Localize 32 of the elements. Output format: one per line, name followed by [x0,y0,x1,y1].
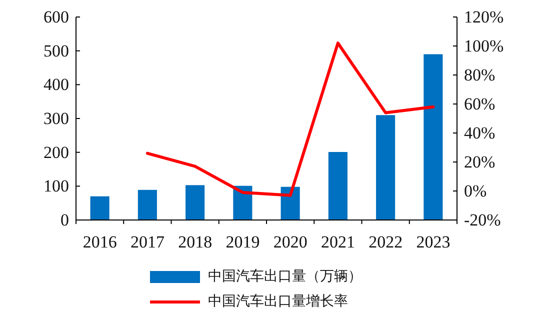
bar [90,196,110,220]
x-tick-label: 2016 [82,232,117,252]
y-tick-label: 0 [60,210,69,230]
y2-tick-label: -20% [464,210,501,230]
bar [376,115,396,220]
y2-tick-label: 20% [464,152,496,172]
y2-tick-label: 100% [464,36,504,56]
line-series [146,42,435,197]
y-tick-label: 300 [44,109,69,128]
x-tick-label: 2019 [226,232,260,252]
y-tick-label: 200 [44,142,69,162]
y-tick-label: 400 [44,75,69,94]
y-tick-label: 600 [44,8,69,26]
x-tick-label: 2018 [178,232,212,252]
y-tick-label: 500 [44,41,69,60]
legend-label: 中国汽车出口量增长率 [208,294,348,310]
legend-label: 中国汽车出口量（万辆） [208,268,362,284]
x-tick-label: 2020 [273,232,308,252]
x-tick-label: 2023 [416,232,450,252]
bar [328,152,348,220]
y2-tick-label: 80% [464,66,496,84]
y2-tick-label: 0% [464,182,487,200]
y2-tick-label: 40% [464,124,496,142]
x-tick-label: 2017 [130,232,165,252]
y2-tick-label: 60% [464,94,496,114]
bar [138,190,157,220]
y-tick-label: 100 [44,176,69,196]
x-tick-label: 2021 [320,232,355,252]
bar [424,54,443,220]
x-tick-label: 2022 [368,232,403,252]
bar [186,185,205,220]
y2-tick-label: 120% [464,8,504,26]
